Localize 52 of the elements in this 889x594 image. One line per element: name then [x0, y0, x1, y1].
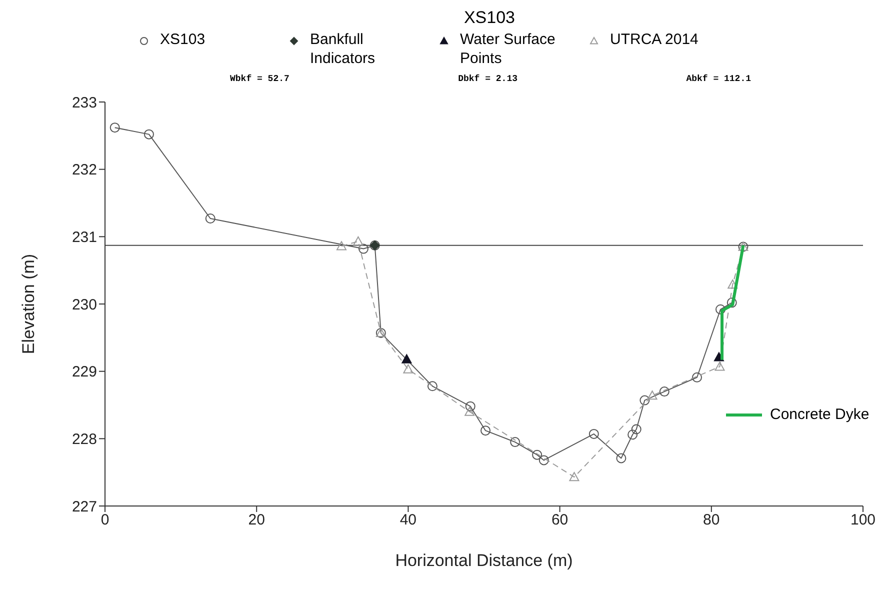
text: Wbkf = 52.7: [230, 74, 290, 86]
legend-label: UTRCA 2014: [610, 30, 698, 49]
x-tick-label: 0: [100, 512, 110, 529]
y-tick-label: 230: [72, 296, 97, 314]
point: [403, 364, 414, 374]
point: [728, 279, 738, 289]
point: [616, 453, 626, 464]
y-axis-title: Elevation (m): [19, 254, 38, 354]
point: [538, 455, 549, 466]
x-tick-label: 20: [248, 512, 265, 529]
y-tick-label: 232: [72, 162, 97, 179]
point: [569, 472, 580, 482]
chart-title: XS103: [462, 8, 516, 29]
point: [726, 298, 737, 308]
point: [480, 426, 491, 436]
y-tick-label: 227: [72, 498, 97, 516]
point: [336, 241, 346, 250]
legend-label: Concrete Dyke: [769, 406, 870, 423]
x-tick-label: 40: [400, 512, 417, 529]
point: [659, 386, 670, 397]
point: [692, 372, 702, 382]
point: [640, 395, 650, 406]
point: [714, 362, 725, 371]
point: [402, 354, 412, 364]
x-tick-label: 60: [551, 512, 568, 529]
y-tick-label: 228: [72, 430, 97, 448]
y-tick-label: 231: [72, 228, 97, 246]
legend-label: Bankfull Indicators: [310, 30, 376, 68]
point: [631, 424, 642, 434]
legend-label: Water Surface Points: [460, 30, 556, 68]
text: Dbkf = 2.13: [458, 74, 518, 86]
text: Abkf = 112.1: [686, 74, 751, 86]
point: [628, 430, 638, 440]
point: [358, 244, 368, 254]
x-tick-label: 80: [703, 512, 720, 529]
x-tick-label: 100: [850, 512, 876, 529]
point: [532, 450, 542, 460]
point: [647, 390, 658, 400]
y-tick-label: 233: [72, 94, 97, 112]
y-tick-label: 229: [72, 364, 97, 381]
point: [353, 236, 364, 246]
point: [427, 381, 438, 392]
point: [205, 213, 216, 224]
point: [510, 437, 520, 448]
x-axis-title: Horizontal Distance (m): [395, 551, 573, 570]
legend-label: XS103: [160, 30, 206, 49]
point: [144, 129, 154, 140]
point: [110, 122, 120, 133]
point: [464, 406, 475, 416]
point: [465, 401, 476, 412]
point: [715, 304, 726, 314]
point: [588, 428, 599, 439]
